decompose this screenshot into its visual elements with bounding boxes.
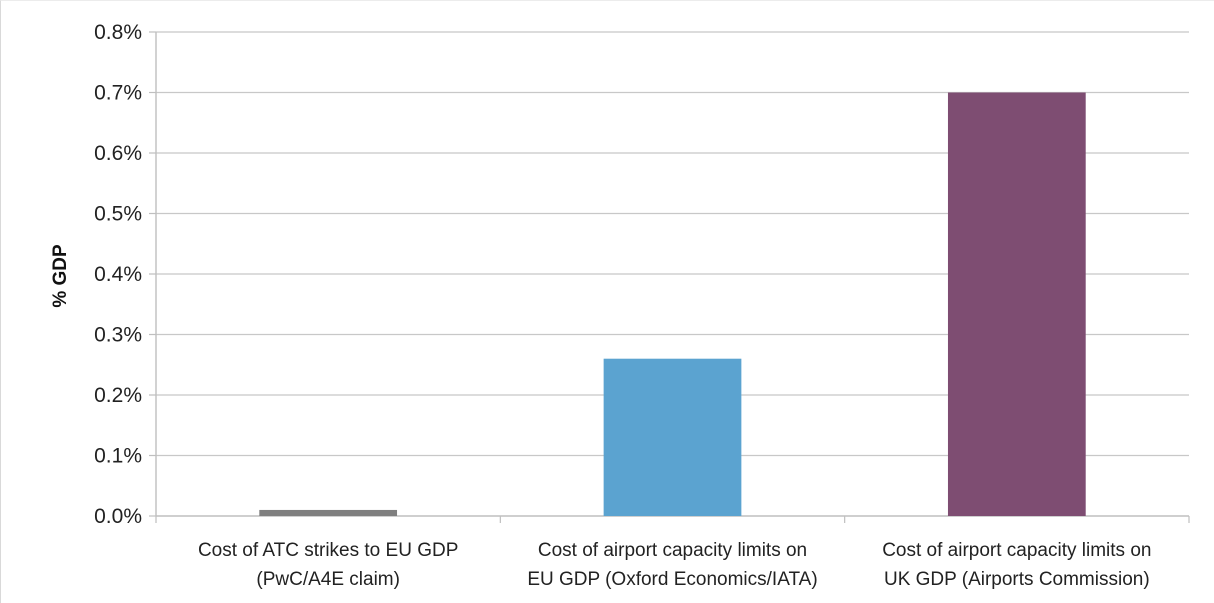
- y-tick-label: 0.4%: [94, 263, 142, 286]
- x-category-label: (PwC/A4E claim): [256, 569, 400, 590]
- bar-1: [259, 509, 398, 516]
- y-tick-label: 0.7%: [94, 82, 142, 105]
- x-category-label: UK GDP (Airports Commission): [884, 569, 1150, 590]
- y-axis-title: % GDP: [50, 244, 71, 308]
- x-category-label: EU GDP (Oxford Economics/IATA): [527, 569, 817, 590]
- x-category-label: Cost of airport capacity limits on: [882, 540, 1151, 561]
- y-tick-label: 0.3%: [94, 324, 142, 347]
- bars: [259, 92, 1086, 516]
- y-tick-label: 0.1%: [94, 445, 142, 468]
- bar-2: [603, 358, 742, 516]
- bar-3: [947, 92, 1086, 516]
- y-tick-labels: 0.0% 0.1% 0.2% 0.3% 0.4% 0.5% 0.6% 0.7% 0.8%: [94, 21, 142, 528]
- x-category-label: Cost of ATC strikes to EU GDP: [198, 540, 458, 561]
- y-tick-label: 0.6%: [94, 142, 142, 165]
- y-tick-label: 0.8%: [94, 21, 142, 44]
- y-tick-label: 0.5%: [94, 203, 142, 226]
- y-tick-label: 0.2%: [94, 384, 142, 407]
- y-tick-label: 0.0%: [94, 505, 142, 528]
- x-category-labels: Cost of ATC strikes to EU GDP (PwC/A4E cl…: [198, 540, 1152, 590]
- x-category-label: Cost of airport capacity limits on: [538, 540, 807, 561]
